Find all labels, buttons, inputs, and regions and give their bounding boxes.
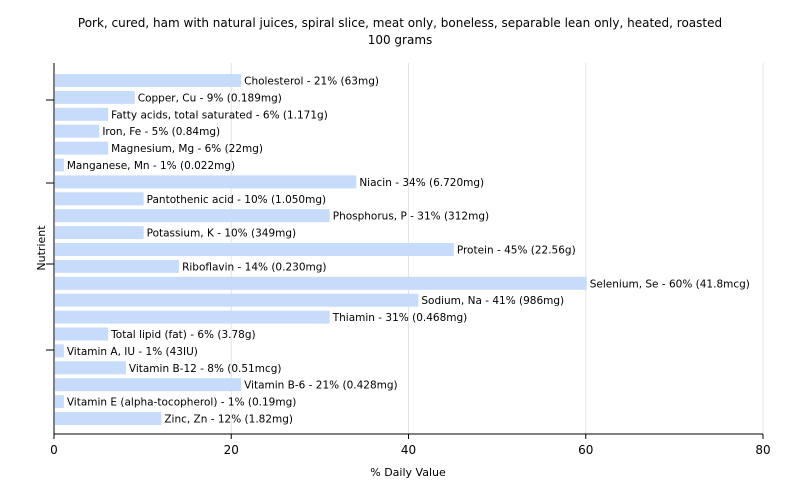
bar: [55, 141, 109, 155]
bar-data-label: Magnesium, Mg - 6% (22mg): [111, 143, 263, 155]
bar: [55, 259, 180, 273]
bar: [55, 276, 587, 290]
bar-data-label: Sodium, Na - 41% (986mg): [421, 295, 564, 307]
bar: [55, 361, 126, 375]
bar: [55, 344, 64, 358]
bar-data-label: Pantothenic acid - 10% (1.050mg): [147, 194, 326, 206]
bar-labels: Cholesterol - 21% (63mg) Copper, Cu - 9% …: [67, 76, 750, 426]
bar: [55, 293, 419, 307]
bar-data-label: Vitamin E (alpha-tocopherol) - 1% (0.19m…: [67, 397, 296, 409]
bar: [55, 243, 454, 256]
bar-data-label: Copper, Cu - 9% (0.189mg): [138, 92, 282, 104]
bar: [55, 209, 330, 223]
x-axis-ticks: 0 20 40 60 80: [50, 434, 771, 457]
x-tick-label: 60: [578, 443, 593, 457]
bar-data-label: Manganese, Mn - 1% (0.022mg): [67, 160, 235, 172]
bar: [55, 175, 357, 189]
x-tick-label: 80: [755, 443, 770, 457]
bar-data-label: Thiamin - 31% (0.468mg): [332, 312, 468, 324]
bar-data-label: Total lipid (fat) - 6% (3.78g): [110, 329, 255, 341]
bar-data-label: Fatty acids, total saturated - 6% (1.171…: [111, 109, 328, 121]
y-axis-ticks: [46, 99, 54, 351]
chart-title-line-1: Pork, cured, ham with natural juices, sp…: [78, 16, 722, 30]
y-axis-label: Nutrient: [35, 225, 48, 271]
chart-title: Pork, cured, ham with natural juices, sp…: [78, 16, 722, 47]
bar: [55, 378, 242, 392]
bar: [55, 412, 162, 425]
bar-data-label: Niacin - 34% (6.720mg): [359, 177, 484, 189]
bar: [55, 74, 242, 87]
x-tick-label: 0: [50, 443, 58, 457]
bar-data-label: Zinc, Zn - 12% (1.82mg): [164, 414, 293, 426]
bar: [55, 107, 109, 121]
chart-title-line-2: 100 grams: [368, 33, 433, 47]
bar: [55, 192, 144, 206]
bar: [55, 90, 135, 104]
bars: [55, 74, 587, 425]
bar: [55, 226, 144, 240]
bar-data-label: Protein - 45% (22.56g): [457, 245, 576, 257]
bar: [55, 327, 109, 341]
bar: [55, 124, 100, 138]
bar-data-label: Phosphorus, P - 31% (312mg): [333, 211, 489, 223]
bar: [55, 158, 64, 172]
x-axis-label: % Daily Value: [370, 466, 446, 479]
bar-data-label: Potassium, K - 10% (349mg): [147, 228, 297, 240]
bar-data-label: Vitamin B-6 - 21% (0.428mg): [244, 380, 398, 392]
x-tick-label: 40: [401, 443, 416, 457]
bar-data-label: Iron, Fe - 5% (0.84mg): [102, 126, 220, 138]
bar-data-label: Vitamin B-12 - 8% (0.51mcg): [129, 363, 282, 375]
bar-data-label: Riboflavin - 14% (0.230mg): [182, 261, 326, 273]
bar: [55, 310, 330, 324]
bar-data-label: Vitamin A, IU - 1% (43IU): [67, 346, 198, 358]
bar-data-label: Selenium, Se - 60% (41.8mcg): [590, 278, 750, 290]
bar: [55, 395, 64, 409]
x-tick-label: 20: [224, 443, 239, 457]
bar-data-label: Cholesterol - 21% (63mg): [244, 76, 379, 88]
